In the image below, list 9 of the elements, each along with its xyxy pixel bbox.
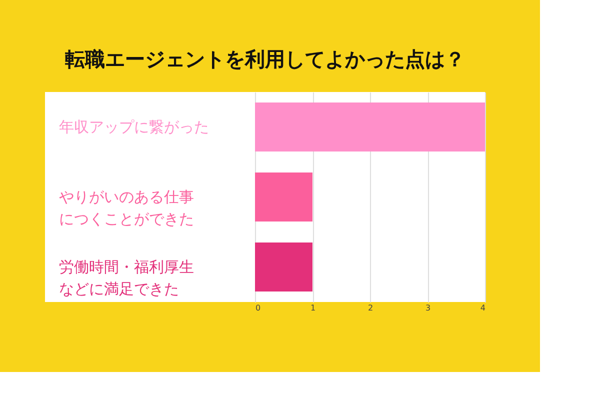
- x-tick-label: 0: [256, 304, 261, 312]
- y-tick-label: 年収アップに繋がった: [59, 118, 209, 136]
- x-tick-label: 3: [425, 304, 431, 312]
- y-tick-label: 労働時間・福利厚生などに満足できた: [59, 258, 194, 298]
- x-tick-label: 1: [310, 304, 316, 312]
- chart-title: 転職エージェントを利用してよかった点は？: [65, 47, 465, 71]
- x-tick-label: 2: [368, 304, 374, 312]
- x-tick-label: 4: [480, 304, 486, 312]
- y-tick-label: やりがいのある仕事につくことができた: [59, 188, 194, 228]
